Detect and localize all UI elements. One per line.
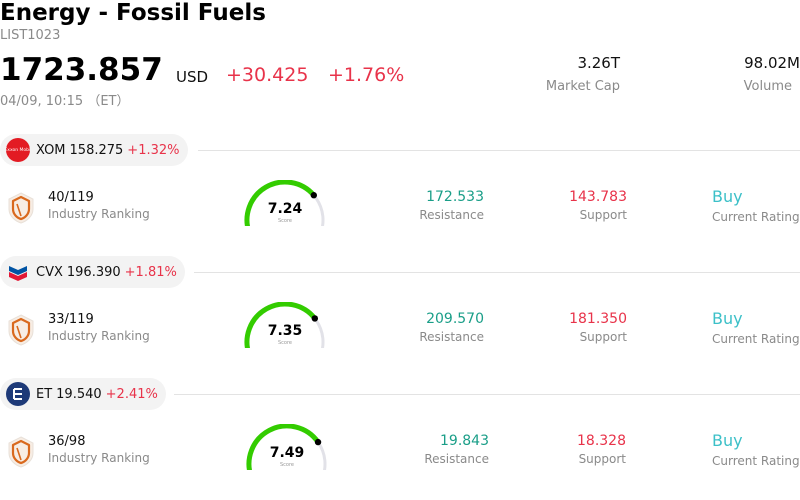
stock-pill[interactable]: Exxon Mobil XOM 158.275 +1.32% xyxy=(0,134,188,166)
support-label: Support xyxy=(579,208,627,222)
stock-price: 158.275 xyxy=(69,142,124,158)
rating-value[interactable]: Buy xyxy=(712,187,743,206)
volume-value: 98.02M xyxy=(744,54,800,72)
support-value: 181.350 xyxy=(569,311,627,327)
stock-change-percent: +1.32% xyxy=(127,142,180,158)
support-value: 143.783 xyxy=(569,189,627,205)
support-label: Support xyxy=(578,452,626,466)
market-cap-value: 3.26T xyxy=(577,54,620,72)
stock-symbol: ET xyxy=(36,386,53,402)
industry-rank: 40/119 xyxy=(48,190,94,205)
resistance-label: Resistance xyxy=(424,452,489,466)
stock-pill[interactable]: CVX 196.390 +1.81% xyxy=(0,256,185,288)
rating-label: Current Rating xyxy=(712,454,800,468)
shield-icon xyxy=(8,192,34,224)
resistance-label: Resistance xyxy=(419,208,484,222)
shield-icon xyxy=(8,314,34,346)
section-divider xyxy=(198,150,800,151)
score-gauge xyxy=(246,424,327,470)
chevron-logo xyxy=(6,260,30,284)
score-label: Score xyxy=(277,218,292,224)
industry-rank-label: Industry Ranking xyxy=(48,329,150,343)
stock-pill[interactable]: ET 19.540 +2.41% xyxy=(0,378,166,410)
resistance-value: 209.570 xyxy=(426,311,484,327)
industry-rank-label: Industry Ranking xyxy=(48,207,150,221)
stock-symbol: XOM xyxy=(36,142,66,158)
score-gauge xyxy=(244,302,325,348)
price-change-percent: +1.76% xyxy=(328,64,405,86)
page-title: Energy - Fossil Fuels xyxy=(0,0,266,26)
industry-rank: 36/98 xyxy=(48,434,86,449)
resistance-value: 19.843 xyxy=(440,433,489,449)
stock-price: 196.390 xyxy=(66,264,121,280)
exxonmobil-logo: Exxon Mobil xyxy=(6,138,30,162)
rating-value[interactable]: Buy xyxy=(712,309,743,328)
stock-change-percent: +2.41% xyxy=(105,386,158,402)
list-code: LIST1023 xyxy=(0,28,61,43)
stock-card[interactable]: ET 19.540 +2.41% 36/98 Industry Ranking … xyxy=(0,378,800,500)
score-label: Score xyxy=(277,340,292,346)
volume-label: Volume xyxy=(743,79,792,94)
stock-card[interactable]: CVX 196.390 +1.81% 33/119 Industry Ranki… xyxy=(0,256,800,378)
currency-label: USD xyxy=(176,68,209,86)
price-change: +30.425 xyxy=(226,64,309,86)
industry-rank-label: Industry Ranking xyxy=(48,451,150,465)
energy-transfer-logo xyxy=(6,382,30,406)
stock-change-percent: +1.81% xyxy=(124,264,177,280)
section-divider xyxy=(194,272,800,273)
stock-card[interactable]: Exxon Mobil XOM 158.275 +1.32% 40/119 In… xyxy=(0,134,800,256)
rating-label: Current Rating xyxy=(712,332,800,346)
industry-rank: 33/119 xyxy=(48,312,94,327)
index-price: 1723.857 xyxy=(0,52,163,88)
shield-icon xyxy=(8,436,34,468)
svg-text:Exxon Mobil: Exxon Mobil xyxy=(6,147,30,153)
score-value: 7.35 xyxy=(267,323,303,339)
rating-value[interactable]: Buy xyxy=(712,431,743,450)
stock-price: 19.540 xyxy=(56,386,102,402)
stock-symbol: CVX xyxy=(36,264,63,280)
timestamp: 04/09, 10:15 （ET） xyxy=(0,94,130,109)
support-value: 18.328 xyxy=(577,433,626,449)
score-gauge xyxy=(244,180,325,226)
market-cap-label: Market Cap xyxy=(545,79,620,94)
score-value: 7.24 xyxy=(267,201,303,217)
score-label: Score xyxy=(279,462,294,468)
resistance-label: Resistance xyxy=(419,330,484,344)
section-divider xyxy=(174,394,800,395)
rating-label: Current Rating xyxy=(712,210,800,224)
score-value: 7.49 xyxy=(269,445,305,461)
resistance-value: 172.533 xyxy=(426,189,484,205)
support-label: Support xyxy=(579,330,627,344)
